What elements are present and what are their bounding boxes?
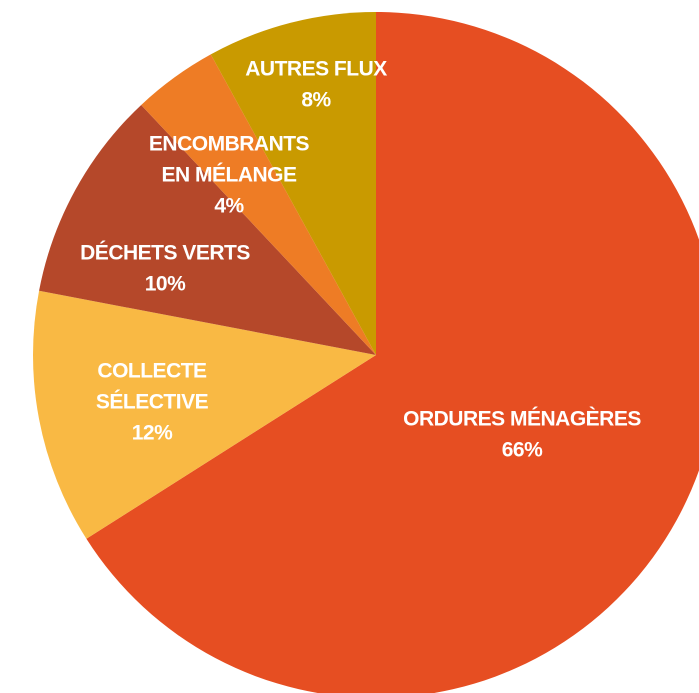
slice-label: ORDURES MÉNAGÈRES bbox=[403, 408, 641, 431]
slice-label: DÉCHETS VERTS bbox=[80, 242, 250, 265]
slice-label: SÉLECTIVE bbox=[96, 391, 209, 414]
pie-slice bbox=[210, 12, 376, 355]
slice-value-label: 12% bbox=[132, 422, 173, 445]
pie-slice bbox=[39, 104, 377, 355]
slice-value-label: 10% bbox=[145, 273, 186, 296]
slice-value-label: 66% bbox=[502, 439, 543, 462]
pie-slice bbox=[32, 290, 376, 539]
slice-label: AUTRES FLUX bbox=[245, 58, 387, 81]
pie-slice bbox=[141, 54, 376, 355]
slice-value-label: 4% bbox=[214, 195, 244, 218]
slice-label: EN MÉLANGE bbox=[161, 164, 297, 187]
slice-value-label: 8% bbox=[301, 89, 331, 112]
slice-label: COLLECTE bbox=[97, 360, 207, 383]
pie-slice bbox=[86, 12, 699, 693]
slice-label: ENCOMBRANTS bbox=[149, 133, 310, 156]
